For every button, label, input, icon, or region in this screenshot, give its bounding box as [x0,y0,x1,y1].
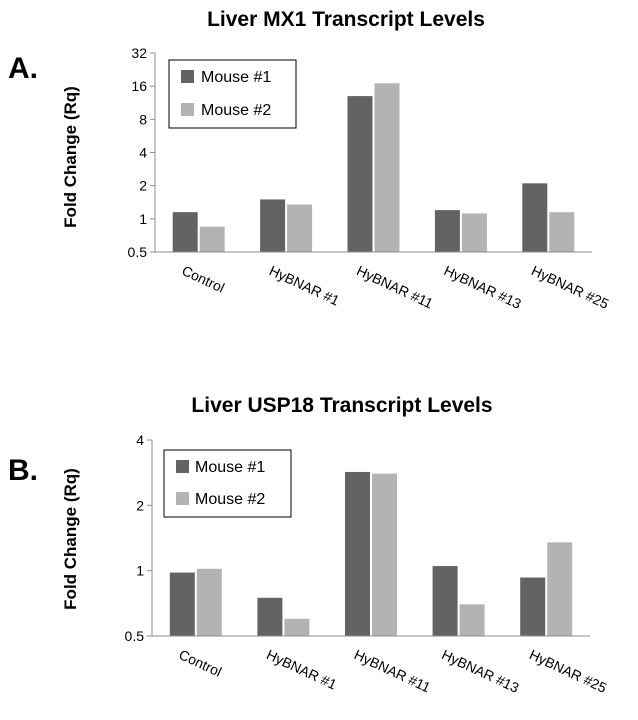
y-tick-label-a: 2 [139,178,147,194]
bar-a-mouse2 [374,83,400,253]
x-tick-label-b: HyBNAR #11 [352,646,433,695]
y-tick-label-a: 0.5 [128,244,148,260]
legend-label-mouse1-b: Mouse #1 [195,459,265,476]
chart-panel-b: Liver USP18 Transcript Levels B. Fold Ch… [8,394,609,696]
bar-b-mouse2 [459,604,485,636]
bar-a-mouse1 [347,96,373,252]
chart-panel-a: Liver MX1 Transcript Levels A. Fold Chan… [8,8,611,312]
x-tick-label-a: Control [179,262,227,296]
legend-swatch-mouse2-a [181,103,194,116]
legend-b: Mouse #1 Mouse #2 [163,449,292,518]
bar-b-mouse1 [432,566,458,636]
x-tick-label-b: HyBNAR #25 [527,646,609,696]
x-tick-label-b: HyBNAR #13 [439,646,521,696]
y-tick-label-a: 32 [131,45,147,61]
legend-swatch-mouse2-b [176,492,189,505]
y-tick-label-a: 1 [139,211,147,227]
x-tick-label-a: HyBNAR #13 [442,262,524,312]
y-axis-label-a: Fold Change (Rq) [61,86,80,228]
bar-a-mouse1 [434,210,460,252]
y-tick-label-a: 4 [139,145,147,161]
y-axis-label-b: Fold Change (Rq) [61,468,80,610]
bar-b-mouse2 [196,568,222,636]
legend-a: Mouse #1 Mouse #2 [168,59,297,129]
bar-b-mouse2 [372,473,397,636]
x-tick-label-a: HyBNAR #1 [267,262,342,308]
panel-label-a: A. [8,52,38,85]
bar-a-mouse1 [172,212,198,252]
bar-a-mouse2 [461,213,487,252]
bar-b-mouse1 [520,577,546,636]
chart-title-b: Liver USP18 Transcript Levels [191,394,492,417]
y-tick-label-b: 1 [136,563,144,579]
bar-a-mouse2 [199,226,225,252]
bar-b-mouse2 [284,618,310,636]
bar-b-mouse1 [169,572,195,636]
bar-a-mouse2 [287,204,313,252]
legend-label-mouse2-a: Mouse #2 [201,102,271,119]
bar-b-mouse2 [547,542,573,636]
bar-a-mouse1 [522,183,548,252]
bar-b-mouse1 [345,471,370,636]
legend-swatch-mouse1-b [176,460,189,473]
panel-label-b: B. [8,454,38,487]
x-tick-label-b: Control [177,646,225,680]
y-tick-label-b: 2 [136,497,144,513]
y-tick-label-a: 8 [139,111,147,127]
legend-label-mouse2-b: Mouse #2 [195,491,265,508]
legend-swatch-mouse1-a [181,70,194,83]
legend-label-mouse1-a: Mouse #1 [201,69,271,86]
y-tick-label-b: 4 [136,432,144,448]
chart-title-a: Liver MX1 Transcript Levels [207,8,485,31]
bar-a-mouse1 [260,199,286,252]
y-tick-label-b: 0.5 [125,628,145,644]
bar-a-mouse2 [549,212,575,252]
y-tick-label-a: 16 [131,78,147,94]
bar-b-mouse1 [257,597,283,636]
x-tick-label-a: HyBNAR #11 [354,262,435,311]
x-tick-label-b: HyBNAR #1 [264,646,339,692]
x-tick-label-a: HyBNAR #25 [529,262,611,312]
